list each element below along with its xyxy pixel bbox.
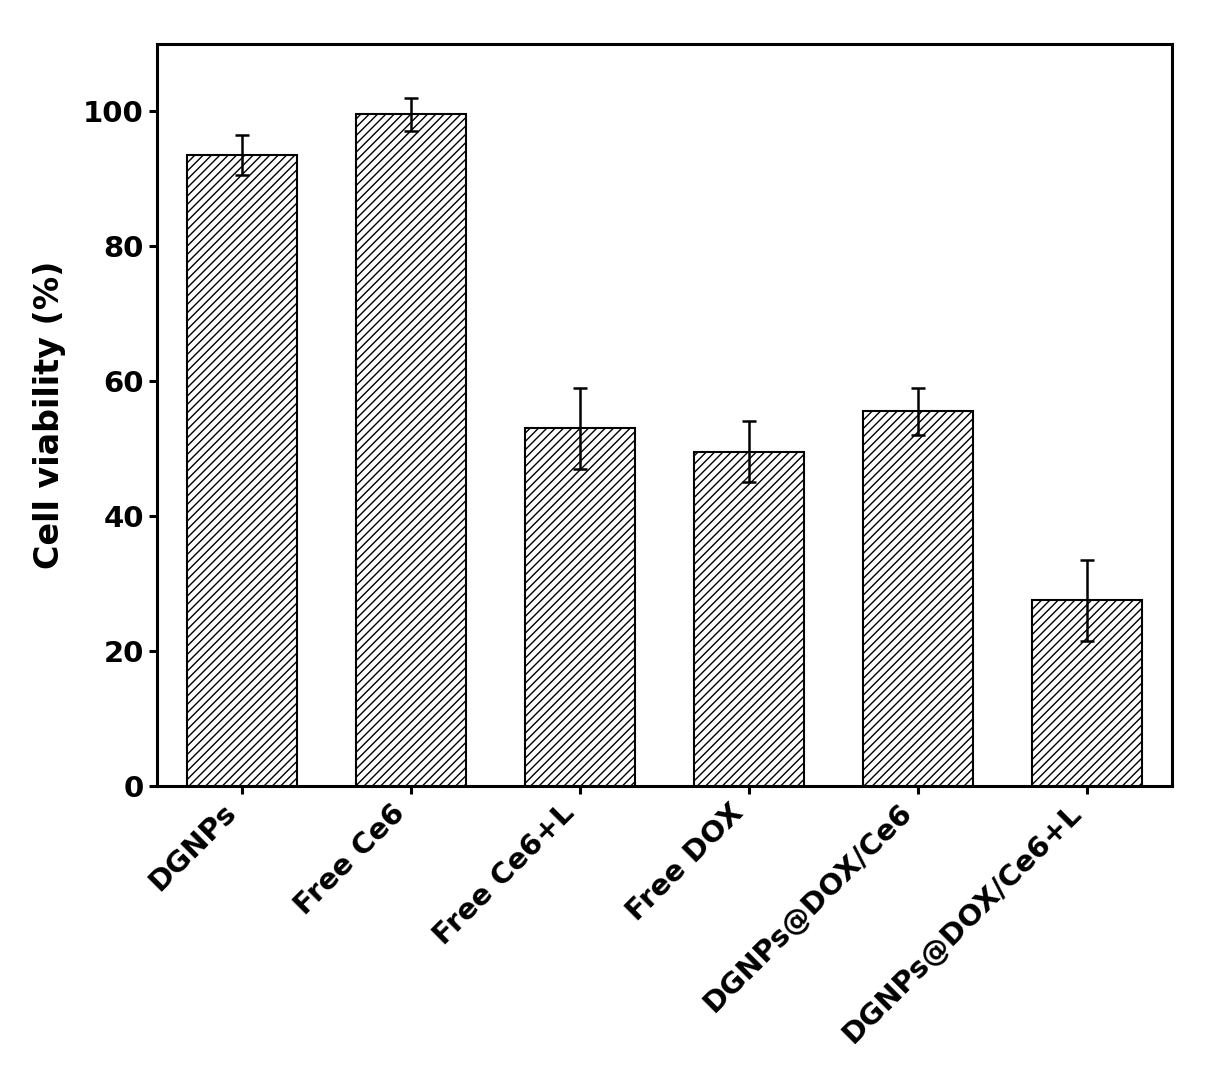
Bar bbox=[1032, 600, 1143, 786]
Bar bbox=[524, 428, 635, 786]
Y-axis label: Cell viability (%): Cell viability (%) bbox=[34, 261, 66, 568]
Bar bbox=[863, 411, 974, 786]
Bar bbox=[186, 155, 297, 786]
Bar bbox=[355, 115, 465, 786]
Bar bbox=[693, 452, 805, 786]
